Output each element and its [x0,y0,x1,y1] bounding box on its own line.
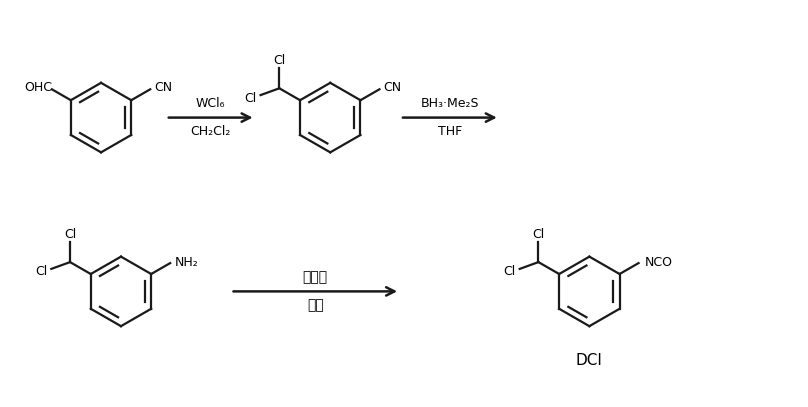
Text: THF: THF [438,125,462,138]
Text: WCl₆: WCl₆ [196,97,225,110]
Text: Cl: Cl [273,54,285,67]
Text: NCO: NCO [645,256,672,269]
Text: OHC: OHC [24,81,52,94]
Text: CN: CN [154,81,172,94]
Text: Cl: Cl [245,92,257,105]
Text: Cl: Cl [36,265,48,278]
Text: CH₂Cl₂: CH₂Cl₂ [191,125,231,138]
Text: CN: CN [383,81,402,94]
Text: Cl: Cl [503,265,516,278]
Text: 甲苯: 甲苯 [307,298,324,312]
Text: DCI: DCI [576,353,603,368]
Text: NH₂: NH₂ [175,256,199,269]
Text: BH₃·Me₂S: BH₃·Me₂S [421,97,479,110]
Text: Cl: Cl [532,228,545,241]
Text: 三光气: 三光气 [303,271,328,284]
Text: Cl: Cl [64,228,76,241]
